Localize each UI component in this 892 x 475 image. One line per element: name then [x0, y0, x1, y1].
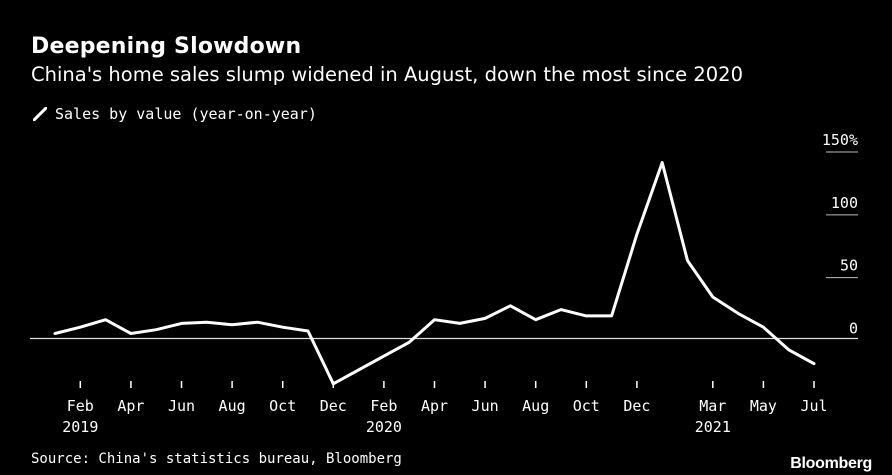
legend-swatch: [33, 107, 47, 121]
x-tick-label-0: Feb: [67, 397, 94, 415]
legend-label: Sales by value (year-on-year): [55, 105, 317, 123]
x-tick-label-8: Jun: [472, 397, 499, 415]
source-note: Source: China's statistics bureau, Bloom…: [31, 451, 402, 467]
bloomberg-logo: Bloomberg: [790, 455, 872, 472]
x-tick-label-13: May: [750, 397, 777, 415]
x-tick-year-12: 2021: [695, 418, 731, 436]
x-tick-label-1: Apr: [117, 397, 144, 415]
x-tick-year-6: 2020: [366, 418, 402, 436]
x-tick-label-5: Dec: [320, 397, 347, 415]
y-tick-label-0: 150%: [822, 131, 858, 149]
x-tick-label-11: Dec: [623, 397, 650, 415]
chart-subtitle: China's home sales slump widened in Augu…: [31, 63, 743, 86]
x-tick-label-9: Aug: [522, 397, 549, 415]
y-tick-label-1: 100: [831, 194, 858, 212]
x-tick-label-7: Apr: [421, 397, 448, 415]
series-line-0: [53, 161, 816, 386]
y-tick-label-2: 50: [840, 257, 858, 275]
x-tick-label-10: Oct: [573, 397, 600, 415]
chart-title: Deepening Slowdown: [31, 34, 302, 59]
x-tick-label-12: Mar: [699, 397, 726, 415]
x-tick-label-4: Oct: [269, 397, 296, 415]
legend: Sales by value (year-on-year): [33, 104, 317, 124]
x-tick-year-0: 2019: [62, 418, 98, 436]
x-tick-label-14: Jul: [800, 397, 827, 415]
x-tick-label-3: Aug: [219, 397, 246, 415]
x-tick-label-6: Feb: [370, 397, 397, 415]
y-tick-label-3: 0: [849, 320, 858, 338]
x-tick-label-2: Jun: [168, 397, 195, 415]
